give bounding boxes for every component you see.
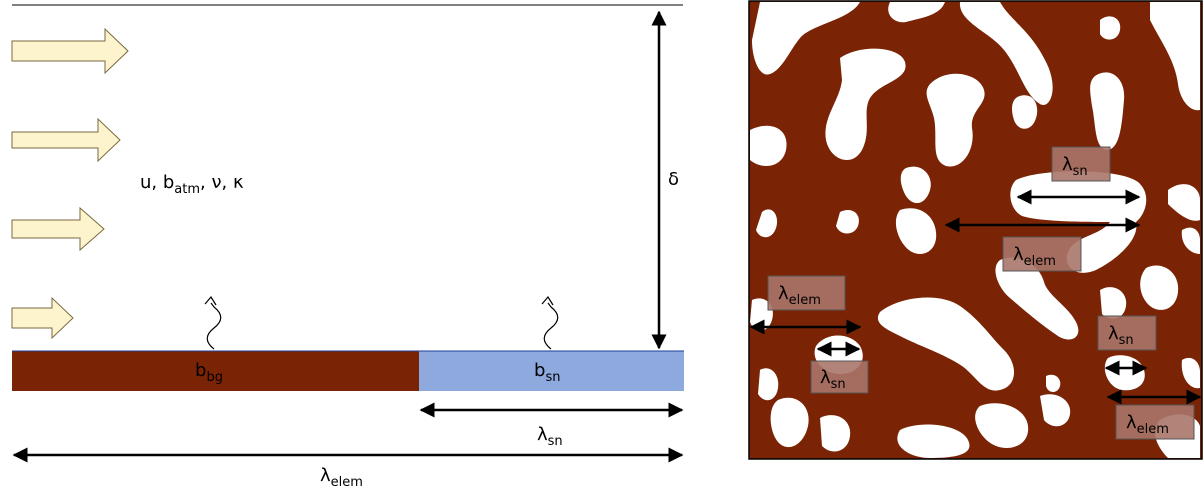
snow-patch	[774, 149, 784, 160]
snow-patch	[888, 2, 945, 23]
flux-arrowhead-bg	[204, 295, 217, 306]
b-bg-label: bbg	[195, 360, 223, 385]
snow-patch	[926, 73, 985, 167]
snow-patch	[1040, 394, 1071, 427]
label-box-lambda-sn-2	[810, 360, 869, 394]
label-box-lambda-elem-3	[1115, 404, 1195, 440]
label-box-lambda-sn-3	[1097, 315, 1157, 351]
snow-patch	[1100, 287, 1127, 319]
flux-arrowhead-sn	[541, 295, 554, 306]
snow-patch	[1090, 72, 1125, 150]
snow-patch	[758, 368, 779, 401]
label-box-lambda-sn-1	[1051, 146, 1111, 182]
flux-wave-bg	[206, 302, 222, 350]
label-lambda-sn-1: λsn	[1062, 154, 1088, 179]
label-lambda-elem-3: λelem	[1126, 412, 1169, 437]
snow-patch	[1150, 2, 1200, 111]
flux-wave-sn	[543, 302, 559, 350]
snow-patch	[1168, 184, 1200, 221]
snow-patch	[975, 403, 1029, 448]
snow-patch	[1046, 374, 1061, 392]
map-annotations: λsn λelem λelem λsn λsn λelem	[749, 146, 1202, 440]
snow-patch	[770, 397, 809, 448]
wind-arrow-2	[11, 117, 121, 163]
wind-arrows	[11, 27, 129, 340]
snow-patch	[1140, 265, 1179, 310]
snow-patch	[836, 209, 859, 234]
label-lambda-sn-3: λsn	[1108, 323, 1134, 348]
label-lambda-elem-1: λelem	[1013, 244, 1056, 269]
snow-patch	[825, 48, 906, 161]
snow-patch	[1012, 95, 1038, 129]
b-sn-label: bsn	[534, 360, 560, 385]
lambda-sn-label: λsn	[537, 424, 563, 449]
snow-surface	[419, 351, 684, 391]
snow-cover-map: λsn λelem λelem λsn λsn λelem	[748, 0, 1203, 460]
snow-patch	[752, 2, 860, 75]
snow-patch	[1181, 357, 1200, 389]
snow-patch	[895, 208, 937, 254]
snow-patch	[756, 209, 778, 238]
label-lambda-elem-2: λelem	[778, 283, 821, 308]
snow-patch	[1100, 16, 1121, 40]
label-lambda-sn-2: λsn	[820, 367, 846, 392]
label-box-lambda-elem-2	[767, 275, 846, 311]
snow-patch	[995, 257, 1079, 340]
background-surface	[12, 351, 419, 391]
wind-arrow-1	[11, 27, 129, 75]
snow-patch	[897, 424, 970, 458]
wind-arrow-3	[11, 206, 105, 252]
snow-patch	[1181, 227, 1200, 254]
lambda-elem-label: λelem	[320, 465, 363, 489]
delta-label: δ	[668, 169, 679, 190]
label-box-lambda-elem-1	[1002, 236, 1082, 272]
snow-patch	[900, 166, 931, 204]
snow-patch	[820, 415, 851, 452]
boundary-layer-diagram: u, batm, ν, κ δ bbg bsn λsn λelem	[11, 4, 684, 489]
parameters-label: u, batm, ν, κ	[140, 172, 244, 197]
wind-arrow-4	[11, 296, 74, 340]
snow-patch	[959, 2, 1053, 105]
snow-patch	[877, 297, 1015, 391]
